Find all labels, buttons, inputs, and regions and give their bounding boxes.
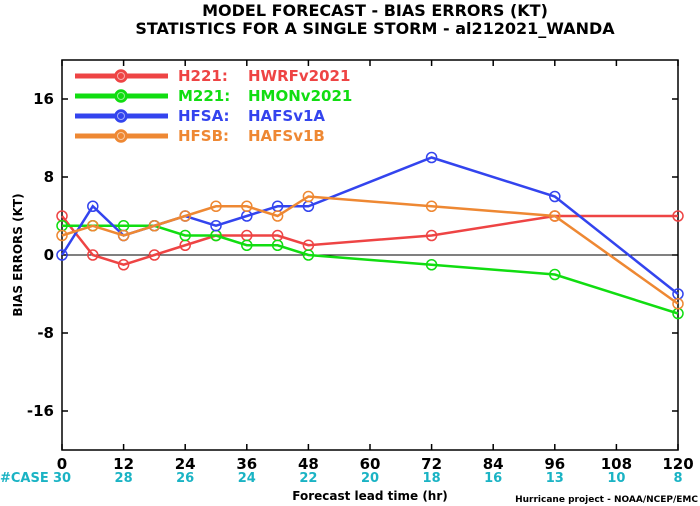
legend-marker-ring bbox=[117, 132, 125, 140]
x-axis-label: Forecast lead time (hr) bbox=[292, 489, 448, 503]
series-hafsv1b bbox=[56, 190, 684, 310]
data-point bbox=[549, 268, 561, 281]
x-tick-label: 96 bbox=[544, 455, 565, 473]
chart-title: MODEL FORECAST - BIAS ERRORS (KT) bbox=[202, 1, 548, 20]
x-tick-label: 36 bbox=[236, 455, 257, 473]
x-tick-label: 72 bbox=[421, 455, 442, 473]
x-tick-label: 48 bbox=[298, 455, 319, 473]
legend-code: HFSB: bbox=[178, 127, 229, 145]
case-count: 13 bbox=[546, 471, 564, 486]
case-count: 18 bbox=[423, 471, 441, 486]
case-values: 30 28 26 24 22 20 18 16 13 10 8 bbox=[53, 471, 683, 486]
x-tick-label: 0 bbox=[57, 455, 67, 473]
legend-code: H221: bbox=[178, 67, 228, 85]
data-point bbox=[549, 190, 561, 203]
data-point bbox=[56, 229, 68, 242]
case-count: 16 bbox=[484, 471, 502, 486]
y-axis-label: BIAS ERRORS (KT) bbox=[11, 193, 25, 316]
case-count: 8 bbox=[673, 471, 682, 486]
data-point bbox=[148, 220, 161, 232]
legend-code: HFSA: bbox=[178, 107, 230, 125]
legend-marker bbox=[114, 129, 128, 143]
x-tick-label: 120 bbox=[662, 455, 693, 473]
data-point bbox=[302, 249, 315, 261]
data-point bbox=[672, 298, 684, 310]
y-axis: -16 -8 0 8 16 bbox=[27, 90, 678, 420]
y-tick-label: -8 bbox=[37, 324, 54, 342]
legend-marker-ring bbox=[117, 112, 125, 120]
data-point bbox=[549, 210, 561, 222]
credit-text: Hurricane project - NOAA/NCEP/EMC bbox=[515, 495, 698, 505]
data-point bbox=[425, 200, 438, 212]
x-tick-label: 60 bbox=[360, 455, 381, 473]
legend: H221: HWRFv2021 M221: HMONv2021 HFSA: HAFSv1A… bbox=[75, 67, 352, 145]
series-group bbox=[56, 151, 684, 320]
y-tick-label: -16 bbox=[27, 402, 54, 420]
case-label: #CASE bbox=[0, 471, 49, 486]
data-point bbox=[425, 151, 438, 164]
case-count: 24 bbox=[238, 471, 256, 486]
data-point bbox=[117, 259, 130, 271]
legend-marker bbox=[114, 69, 128, 83]
chart-subtitle: STATISTICS FOR A SINGLE STORM - al212021… bbox=[135, 19, 615, 38]
data-point bbox=[117, 229, 130, 242]
series-line bbox=[61, 214, 678, 267]
y-tick-label: 8 bbox=[44, 168, 54, 186]
legend-item: HFSB: HAFSv1B bbox=[75, 127, 325, 145]
legend-item: HFSA: HAFSv1A bbox=[75, 107, 325, 125]
data-point bbox=[241, 239, 253, 251]
data-point bbox=[210, 200, 222, 212]
case-count: 28 bbox=[115, 471, 133, 486]
legend-model: HAFSv1B bbox=[248, 127, 325, 145]
data-point bbox=[87, 220, 99, 232]
legend-marker bbox=[114, 89, 128, 103]
y-tick-label: 16 bbox=[33, 90, 54, 108]
case-count: 22 bbox=[299, 471, 317, 486]
data-point bbox=[425, 259, 438, 271]
x-tick-label: 24 bbox=[175, 455, 196, 473]
x-tick-label: 12 bbox=[113, 455, 134, 473]
y-tick-label: 0 bbox=[44, 246, 54, 264]
data-point bbox=[241, 200, 253, 212]
x-tick-label: 108 bbox=[601, 455, 632, 473]
case-count: 10 bbox=[607, 471, 625, 486]
series-hmonv2021 bbox=[56, 220, 684, 320]
x-tick-label: 84 bbox=[483, 455, 504, 473]
legend-marker-ring bbox=[117, 72, 125, 80]
legend-item: M221: HMONv2021 bbox=[75, 87, 352, 105]
data-point bbox=[87, 200, 99, 212]
data-point bbox=[672, 210, 684, 222]
data-point bbox=[271, 210, 284, 222]
legend-code: M221: bbox=[178, 87, 230, 105]
case-count: 30 bbox=[53, 471, 71, 486]
data-point bbox=[425, 229, 438, 242]
series-line bbox=[60, 156, 679, 295]
legend-marker bbox=[114, 109, 128, 123]
legend-item: H221: HWRFv2021 bbox=[75, 67, 350, 85]
x-axis: 0 12 24 36 48 60 72 84 96 108 120 bbox=[57, 60, 694, 473]
data-point bbox=[210, 220, 222, 232]
data-point bbox=[302, 190, 315, 203]
legend-model: HMONv2021 bbox=[248, 87, 352, 105]
data-point bbox=[56, 249, 68, 261]
case-count: 26 bbox=[176, 471, 194, 486]
data-point bbox=[87, 249, 99, 261]
legend-model: HWRFv2021 bbox=[248, 67, 350, 85]
data-point bbox=[271, 239, 284, 251]
data-point bbox=[179, 229, 191, 242]
case-count: 20 bbox=[361, 471, 379, 486]
data-point bbox=[179, 210, 191, 222]
legend-model: HAFSv1A bbox=[248, 107, 325, 125]
data-point bbox=[148, 249, 161, 261]
legend-marker-ring bbox=[117, 92, 125, 100]
